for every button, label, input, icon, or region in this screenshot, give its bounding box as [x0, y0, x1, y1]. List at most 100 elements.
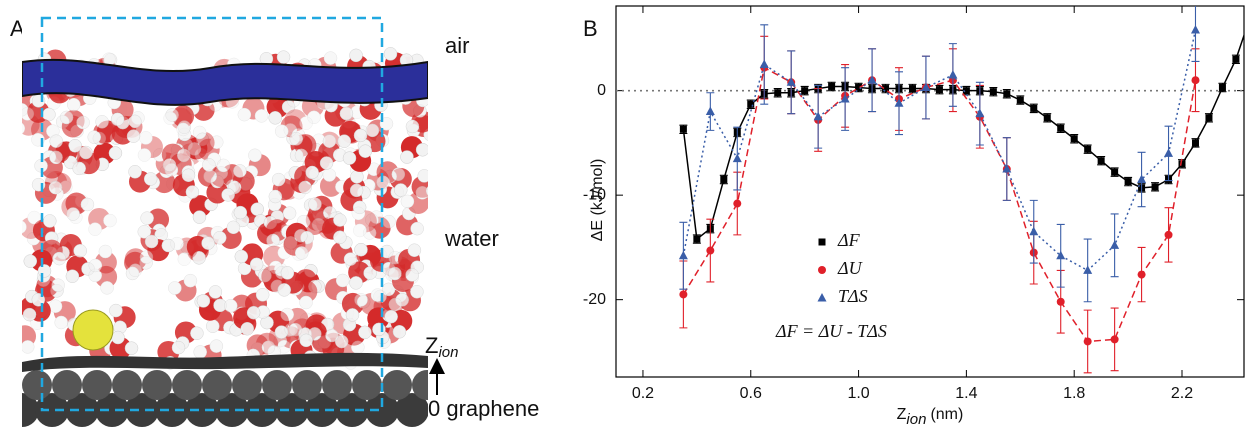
data-point: [1232, 55, 1240, 63]
hydrogen: [365, 123, 380, 138]
y-tick-label: -20: [583, 291, 606, 308]
data-point: [679, 290, 688, 299]
hydrogen: [240, 321, 255, 336]
hydrogen: [354, 293, 368, 307]
hydrogen: [299, 116, 313, 130]
water-molecule: [172, 168, 200, 199]
data-point: [1110, 335, 1119, 344]
hydrogen: [358, 325, 372, 340]
hydrogen: [128, 263, 143, 278]
hydrogen: [342, 151, 357, 165]
hydrogen: [271, 172, 286, 187]
data-point: [1191, 139, 1199, 147]
hydrogen: [276, 50, 291, 64]
panel-label: A: [10, 16, 25, 41]
water-molecule: [206, 174, 235, 204]
hydrogen: [351, 340, 365, 355]
series-line: [682, 29, 1197, 272]
hydrogen: [343, 252, 358, 266]
hydrogen: [223, 299, 238, 313]
legend-marker: [817, 293, 827, 302]
x-tick-label: 1.8: [1063, 385, 1085, 402]
hydrogen: [391, 167, 406, 182]
data-point: [1003, 90, 1011, 98]
hydrogen: [282, 206, 297, 220]
water-molecule: [388, 266, 419, 293]
graphene-atom: [352, 370, 382, 400]
hydrogen: [66, 207, 80, 221]
hydrogen: [365, 213, 379, 227]
hydrogen: [299, 295, 313, 310]
hydrogen: [59, 110, 74, 125]
water-molecule: [365, 213, 396, 239]
data-point: [786, 77, 796, 86]
hydrogen: [325, 328, 339, 343]
water-molecule: [59, 110, 90, 138]
data-point: [1191, 76, 1200, 85]
graphene-atom: [322, 370, 352, 400]
hydrogen: [139, 256, 153, 270]
z-subscript: ion: [438, 344, 458, 361]
hydrogen: [210, 174, 225, 189]
water-molecule: [384, 309, 413, 339]
hydrogen: [203, 169, 217, 184]
hydrogen: [22, 220, 27, 234]
hydrogen: [308, 197, 322, 211]
oxygen: [360, 293, 383, 316]
data-point: [733, 199, 742, 208]
hydrogen: [417, 169, 428, 183]
x-tick-label: 0.2: [632, 385, 654, 402]
hydrogen: [140, 211, 154, 225]
data-point: [732, 153, 742, 163]
water-molecule: [124, 248, 154, 278]
data-point: [1151, 183, 1159, 191]
hydrogen: [363, 266, 377, 280]
data-point: [908, 85, 916, 93]
water-molecule: [268, 172, 295, 204]
hydrogen: [126, 129, 141, 143]
hydrogen: [289, 132, 304, 146]
hydrogen: [193, 345, 207, 359]
legend-marker: [818, 238, 826, 246]
x-tick-label: 1.4: [955, 385, 977, 402]
legend-label: ΔF: [837, 230, 861, 250]
hydrogen: [54, 315, 68, 330]
data-point: [855, 84, 863, 92]
water-molecule: [170, 236, 198, 266]
data-point: [705, 106, 715, 116]
hydrogen: [246, 305, 261, 320]
data-point: [1016, 96, 1024, 104]
hydrogen: [111, 330, 125, 345]
hydrogen: [37, 264, 52, 278]
data-point: [882, 85, 890, 93]
hydrogen: [248, 148, 262, 163]
hydrogen: [362, 226, 377, 240]
data-point: [828, 82, 836, 90]
water-molecule: [187, 125, 215, 156]
hydrogen: [261, 340, 276, 355]
hydrogen: [372, 322, 386, 337]
data-point: [720, 175, 728, 183]
graphene-atom: [185, 393, 219, 427]
hydrogen: [237, 107, 252, 122]
water-molecule: [260, 310, 289, 339]
oxygen: [172, 105, 195, 128]
hydrogen: [333, 230, 347, 245]
oxygen: [124, 248, 147, 271]
oxygen: [263, 245, 286, 268]
water-molecule: [186, 235, 215, 265]
graphene-atom: [305, 393, 339, 427]
hydrogen: [388, 297, 403, 312]
water-molecule: [144, 234, 176, 262]
water-molecule: [203, 158, 233, 188]
hydrogen: [358, 144, 373, 158]
equation: ΔF = ΔU - TΔS: [775, 321, 887, 341]
hydrogen: [410, 284, 424, 299]
graphene-atom: [215, 393, 249, 427]
graphene-atom: [142, 370, 172, 400]
hydrogen: [128, 165, 142, 179]
data-point: [935, 86, 943, 94]
hydrogen: [202, 158, 216, 172]
data-point: [962, 87, 970, 95]
